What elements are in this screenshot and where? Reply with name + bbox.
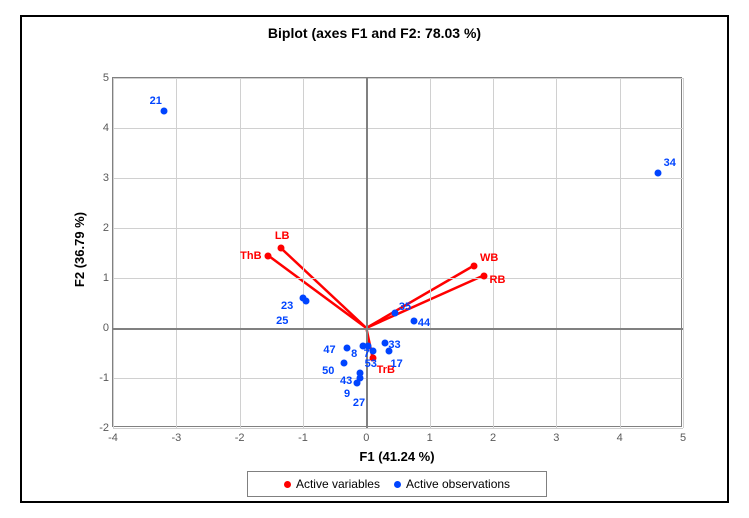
legend-marker-icon (394, 481, 401, 488)
gridline-vertical (303, 78, 304, 428)
gridline-vertical (620, 78, 621, 428)
observation-point (344, 345, 351, 352)
gridline-horizontal (113, 128, 683, 129)
x-tick-label: -2 (235, 432, 245, 444)
observation-label: 8 (351, 348, 357, 360)
gridline-vertical (113, 78, 114, 428)
gridline-horizontal (113, 228, 683, 229)
y-tick-label: 4 (85, 122, 109, 134)
variable-point (471, 262, 478, 269)
x-tick-label: 3 (553, 432, 559, 444)
observation-label: 53 (365, 358, 377, 370)
variable-point (265, 252, 272, 259)
chart-outer-frame: Biplot (axes F1 and F2: 78.03 %) -4 -3 -2 -… (20, 15, 729, 503)
x-tick-label: 0 (363, 432, 369, 444)
y-tick-label: 1 (85, 272, 109, 284)
y-tick-label: 3 (85, 172, 109, 184)
observation-point (341, 360, 348, 367)
observation-point (410, 317, 417, 324)
x-tick-label: 2 (490, 432, 496, 444)
observation-label: 25 (276, 315, 288, 327)
observation-point (353, 380, 360, 387)
gridline-vertical (430, 78, 431, 428)
gridline-vertical (556, 78, 557, 428)
x-tick-label: -4 (108, 432, 118, 444)
observation-point (160, 107, 167, 114)
observation-label: 17 (391, 358, 403, 370)
y-tick-label: 0 (85, 322, 109, 334)
observation-label: 21 (150, 95, 162, 107)
variable-label: ThB (240, 250, 261, 262)
variable-point (480, 272, 487, 279)
x-tick-label: 4 (617, 432, 623, 444)
gridline-horizontal (113, 278, 683, 279)
observation-point (385, 347, 392, 354)
variable-label: WB (480, 252, 498, 264)
gridline-horizontal (113, 428, 683, 429)
observation-label: 23 (281, 300, 293, 312)
observation-point (369, 347, 376, 354)
chart-container: Biplot (axes F1 and F2: 78.03 %) -4 -3 -2 -… (0, 0, 749, 518)
legend: Active variables Active observations (247, 471, 547, 497)
observation-label: 34 (664, 157, 676, 169)
gridline-vertical (683, 78, 684, 428)
variable-vector (281, 248, 367, 328)
y-tick-label: 2 (85, 222, 109, 234)
variable-label: RB (490, 274, 506, 286)
x-tick-label: 1 (427, 432, 433, 444)
observation-label: 50 (322, 365, 334, 377)
legend-item: Active variables (284, 477, 380, 491)
x-axis-label: F1 (41.24 %) (112, 449, 682, 464)
x-tick-label: 5 (680, 432, 686, 444)
gridline-horizontal (113, 378, 683, 379)
legend-label: Active variables (296, 477, 380, 491)
axis-line-x (113, 328, 683, 330)
axis-line-y (366, 78, 368, 428)
observation-label: 35 (399, 301, 411, 313)
gridline-horizontal (113, 178, 683, 179)
observation-label: 9 (344, 388, 350, 400)
legend-label: Active observations (406, 477, 510, 491)
y-tick-label: -2 (85, 422, 109, 434)
y-tick-label: 5 (85, 72, 109, 84)
legend-item: Active observations (394, 477, 510, 491)
variable-vectors-layer (113, 78, 681, 426)
observation-label: 43 (340, 375, 352, 387)
plot-area: -4-3-2-1012345-2-1012345LBThBWBRBTrB2134… (112, 77, 682, 427)
x-tick-label: -3 (171, 432, 181, 444)
y-axis-label: F2 (36.79 %) (72, 212, 87, 287)
gridline-horizontal (113, 78, 683, 79)
legend-marker-icon (284, 481, 291, 488)
chart-title: Biplot (axes F1 and F2: 78.03 %) (22, 25, 727, 41)
observation-point (391, 310, 398, 317)
gridline-vertical (176, 78, 177, 428)
observation-label: 27 (353, 397, 365, 409)
x-tick-label: -1 (298, 432, 308, 444)
variable-point (277, 245, 284, 252)
observation-point (654, 170, 661, 177)
y-tick-label: -1 (85, 372, 109, 384)
observation-label: 44 (418, 317, 430, 329)
variable-label: LB (275, 230, 290, 242)
observation-label: 47 (323, 344, 335, 356)
observation-point (303, 297, 310, 304)
